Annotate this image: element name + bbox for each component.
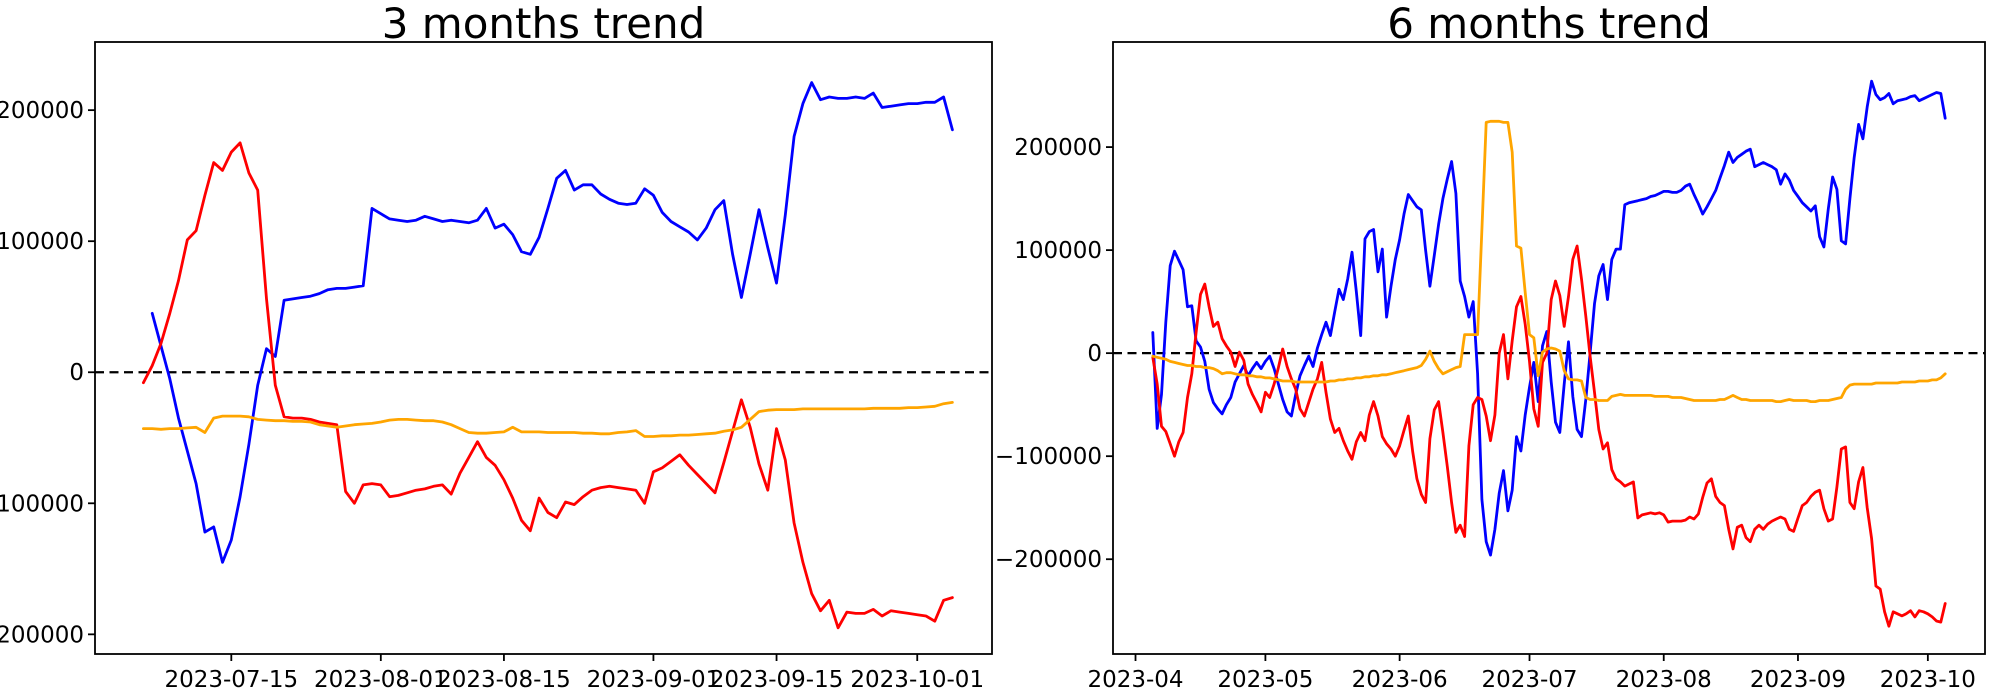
x-tick-label: 2023-07 bbox=[1481, 667, 1577, 693]
plot-border bbox=[94, 41, 993, 655]
chart-title-6-months-trend: 6 months trend bbox=[1387, 0, 1711, 48]
x-tick-label: 2023-09 bbox=[1750, 667, 1846, 693]
x-tick-label: 2023-09-01 bbox=[587, 667, 721, 693]
series-line-blue bbox=[150, 81, 954, 564]
x-tick-label: 2023-06 bbox=[1352, 667, 1448, 693]
x-tick-label: 2023-09-15 bbox=[710, 667, 844, 693]
x-tick-label: 2023-08-15 bbox=[437, 667, 571, 693]
x-tick-label: 2023-10-01 bbox=[850, 667, 984, 693]
y-tick-label: −100000 bbox=[0, 491, 84, 517]
x-tick-label: 2023-08-01 bbox=[314, 667, 448, 693]
y-tick-label: 100000 bbox=[1014, 238, 1102, 264]
y-tick-label: 0 bbox=[69, 360, 84, 386]
x-tick-label: 2023-08 bbox=[1616, 667, 1712, 693]
x-tick-label: 2023-05 bbox=[1217, 667, 1313, 693]
series-line-red bbox=[141, 141, 954, 630]
chart-title-3-months-trend: 3 months trend bbox=[381, 0, 706, 48]
series-line-orange bbox=[1151, 119, 1947, 404]
y-tick-label: 200000 bbox=[1014, 135, 1102, 161]
series-line-red bbox=[1151, 244, 1947, 628]
y-tick-label: 0 bbox=[1087, 341, 1102, 367]
plot-border bbox=[1112, 41, 1986, 655]
chart-6-months-trend: 2023-04 2023-05 2023-06 2023-07 2023-08 2023-… bbox=[995, 41, 1986, 693]
x-tick-label: 2023-10 bbox=[1880, 667, 1976, 693]
x-tick-label: 2023-07-15 bbox=[164, 667, 298, 693]
y-tick-label: −200000 bbox=[995, 547, 1102, 573]
series-line-blue bbox=[1151, 79, 1947, 557]
series-line-orange bbox=[141, 400, 954, 438]
x-tick-label: 2023-04 bbox=[1087, 667, 1183, 693]
y-tick-label: 100000 bbox=[0, 229, 84, 255]
y-tick-label: −200000 bbox=[0, 622, 84, 648]
y-tick-label: 200000 bbox=[0, 98, 84, 124]
y-tick-label: −100000 bbox=[995, 444, 1102, 470]
